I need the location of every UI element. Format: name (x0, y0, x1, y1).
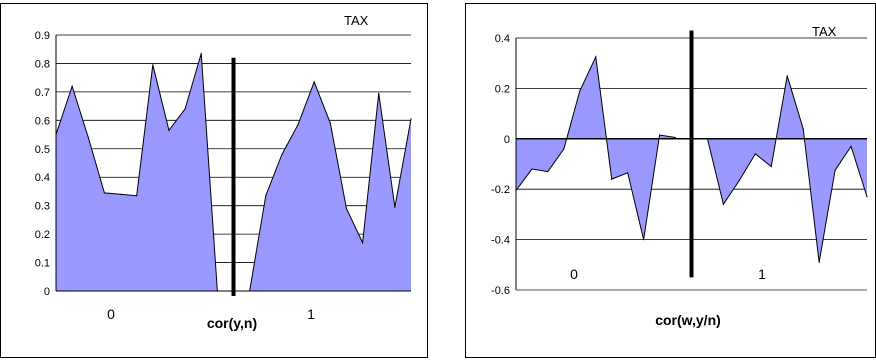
y-tick-label: 0.8 (35, 58, 50, 70)
y-tick-label: 0.4 (495, 33, 510, 45)
data-point (103, 192, 106, 194)
y-tick-label: 0.6 (35, 115, 50, 127)
data-point (152, 64, 154, 66)
data-point (394, 206, 396, 208)
data-point (643, 239, 645, 241)
area-fill-segment (56, 53, 218, 291)
area-fill-segment (249, 81, 411, 291)
data-point (627, 172, 629, 174)
data-point (834, 169, 836, 171)
data-point (329, 122, 331, 124)
data-point (119, 193, 122, 195)
y-tick-label: -0.4 (491, 235, 510, 247)
data-point (184, 108, 186, 110)
data-point (611, 178, 613, 180)
x-axis-label: cor(w,y/n) (655, 312, 721, 328)
data-point (200, 52, 202, 55)
y-tick-label: 0.2 (495, 83, 510, 95)
data-point (168, 129, 170, 131)
y-tick-label: 0.3 (35, 201, 50, 213)
y-tick-label: -0.2 (491, 184, 510, 196)
group-label: 0 (107, 306, 115, 322)
y-tick-label: 0.2 (35, 229, 50, 241)
data-point (71, 85, 73, 87)
area-fill-segment (516, 56, 676, 240)
data-point (674, 136, 677, 139)
data-point (802, 128, 804, 130)
data-point (378, 92, 380, 94)
data-point (595, 56, 597, 58)
data-point (563, 148, 565, 150)
data-point (850, 145, 852, 147)
data-point (722, 203, 725, 205)
data-point (770, 165, 772, 168)
y-tick-label: 0 (44, 286, 50, 298)
data-point (313, 81, 315, 83)
y-tick-label: -0.6 (491, 285, 510, 297)
data-point (866, 196, 868, 198)
y-tick-label: 0.4 (35, 172, 50, 184)
data-point (281, 153, 283, 156)
data-point (345, 207, 348, 210)
chart-left: 0 0.1 0.2 0.3 0.4 0.5 0.6 0.7 0.8 0.9 TAX 0 1 cor(y,n… (35, 13, 412, 331)
chart-panel-right: -0.6 -0.4 -0.2 0 0.2 0.4 TAX 0 1 cor(w,y/n) (465, 3, 876, 358)
area-fill-segment (707, 75, 867, 263)
chart-right: -0.6 -0.4 -0.2 0 0.2 0.4 TAX 0 1 cor(w,y/n) (491, 24, 868, 328)
y-tick-label: 0.5 (35, 144, 50, 156)
chart-title: TAX (812, 24, 837, 39)
data-point (754, 153, 756, 155)
data-point (361, 242, 364, 244)
data-point (786, 75, 788, 77)
data-point (531, 168, 533, 170)
data-point (297, 124, 299, 126)
chart-title: TAX (344, 13, 369, 28)
data-point (579, 90, 581, 92)
data-point (410, 118, 412, 120)
data-point (818, 261, 820, 263)
group-label: 0 (570, 266, 578, 282)
x-axis-label: cor(y,n) (207, 315, 257, 331)
data-point (547, 170, 549, 173)
group-label: 1 (758, 266, 766, 282)
data-point (136, 195, 138, 197)
y-tick-label: 0.7 (35, 87, 50, 99)
y-tick-label: 0 (504, 134, 510, 146)
data-point (265, 195, 267, 197)
group-label: 1 (307, 306, 315, 322)
data-point (658, 134, 661, 136)
data-point (87, 136, 89, 138)
chart-panel-left: 0 0.1 0.2 0.3 0.4 0.5 0.6 0.7 0.8 0.9 TAX 0 1 cor(y,n… (0, 3, 428, 358)
data-point (738, 179, 740, 181)
y-tick-label: 0.9 (35, 30, 50, 42)
y-tick-label: 0.1 (35, 258, 50, 270)
